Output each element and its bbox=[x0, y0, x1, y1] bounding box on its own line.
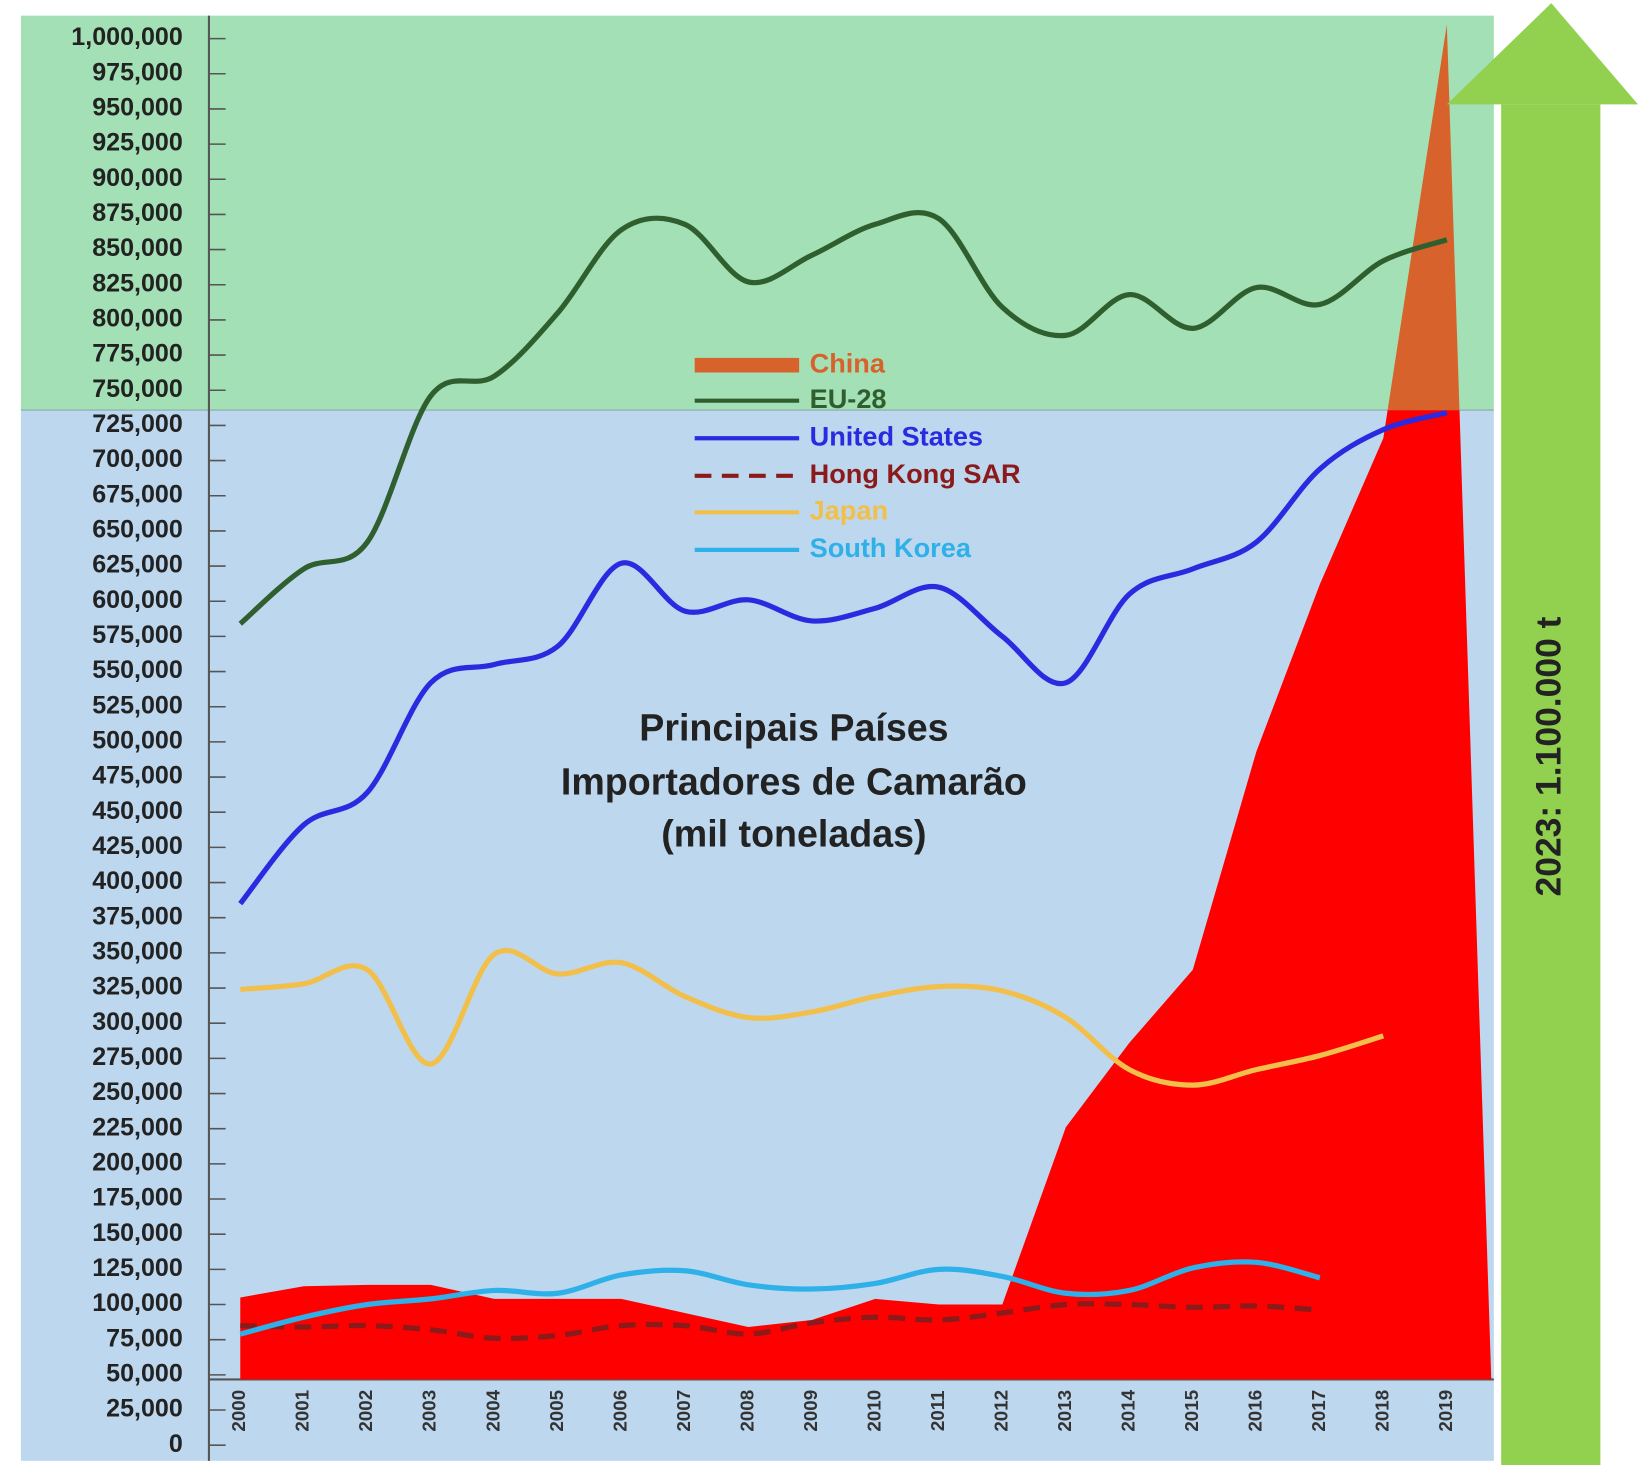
y-tick-label: 100,000 bbox=[92, 1289, 183, 1317]
x-tick-label: 2006 bbox=[609, 1390, 630, 1432]
x-tick-label: 2003 bbox=[419, 1390, 440, 1432]
chart-title-line: Principais Países bbox=[639, 706, 948, 748]
y-tick-label: 975,000 bbox=[92, 58, 183, 86]
y-tick-label: 300,000 bbox=[92, 1008, 183, 1036]
annotation: 2023: 1.100.000 t bbox=[1529, 616, 1569, 896]
y-tick-label: 825,000 bbox=[92, 269, 183, 297]
y-tick-label: 575,000 bbox=[92, 621, 183, 649]
legend-label: EU-28 bbox=[810, 383, 887, 414]
y-tick-label: 650,000 bbox=[92, 516, 183, 544]
legend-label: South Korea bbox=[810, 532, 972, 563]
upper-band bbox=[20, 15, 1494, 411]
x-tick-label: 2015 bbox=[1181, 1390, 1202, 1432]
y-tick-label: 675,000 bbox=[92, 480, 183, 508]
marks bbox=[238, 24, 1492, 1380]
y-tick-label: 375,000 bbox=[92, 902, 183, 930]
x-tick-label: 2000 bbox=[228, 1390, 249, 1432]
y-tick-label: 550,000 bbox=[92, 656, 183, 684]
x-tick-label: 2017 bbox=[1308, 1390, 1329, 1432]
y-tick-label: 450,000 bbox=[92, 797, 183, 825]
y-tick-label: 250,000 bbox=[92, 1078, 183, 1106]
y-tick-label: 275,000 bbox=[92, 1043, 183, 1071]
line bbox=[240, 1301, 1320, 1342]
legend-swatch bbox=[694, 357, 800, 373]
y-tick-label: 225,000 bbox=[92, 1113, 183, 1141]
x-tick-label: 2013 bbox=[1054, 1390, 1075, 1432]
y-tick-label: 200,000 bbox=[92, 1148, 183, 1176]
y-tick-label: 900,000 bbox=[92, 164, 183, 192]
y-tick-label: 500,000 bbox=[92, 727, 183, 755]
line bbox=[239, 1259, 1321, 1337]
y-tick-label: 700,000 bbox=[92, 445, 183, 473]
x-tick-label: 2010 bbox=[863, 1390, 884, 1432]
area-lower bbox=[240, 410, 1492, 1380]
y-tick-label: 850,000 bbox=[92, 234, 183, 262]
legend-label: Japan bbox=[810, 495, 888, 526]
arrow-head bbox=[1446, 3, 1638, 105]
legend-label: China bbox=[810, 347, 886, 378]
y-tick-label: 800,000 bbox=[92, 305, 183, 333]
y-tick-label: 725,000 bbox=[92, 410, 183, 438]
y-tick-label: 750,000 bbox=[92, 375, 183, 403]
y-tick-label: 0 bbox=[169, 1430, 183, 1458]
x-tick-label: 2008 bbox=[736, 1390, 757, 1432]
y-tick-label: 600,000 bbox=[92, 586, 183, 614]
area-upper bbox=[1387, 24, 1460, 411]
y-tick-label: 950,000 bbox=[92, 94, 183, 122]
y-tick-label: 425,000 bbox=[92, 832, 183, 860]
y-tick-label: 875,000 bbox=[92, 199, 183, 227]
y-tick-label: 125,000 bbox=[92, 1254, 183, 1282]
legend-label: Hong Kong SAR bbox=[810, 458, 1021, 489]
y-tick-label: 75,000 bbox=[106, 1324, 183, 1352]
x-tick-label: 2012 bbox=[990, 1390, 1011, 1432]
x-tick-label: 2018 bbox=[1371, 1390, 1392, 1432]
y-tick-label: 325,000 bbox=[92, 973, 183, 1001]
legend-label: United States bbox=[810, 420, 983, 451]
legend: China EU-28 United States Hong Kong SAR Japa… bbox=[694, 347, 1021, 563]
y-tick-label: 350,000 bbox=[92, 938, 183, 966]
x-tick-label: 2007 bbox=[673, 1390, 694, 1432]
y-tick-label: 50,000 bbox=[106, 1359, 183, 1387]
x-tick-label: 2019 bbox=[1435, 1390, 1456, 1432]
y-tick-label: 400,000 bbox=[92, 867, 183, 895]
y-tick-label: 475,000 bbox=[92, 762, 183, 790]
x-tick-label: 2009 bbox=[800, 1390, 821, 1432]
x-tick-label: 2002 bbox=[355, 1390, 376, 1432]
y-tick-label: 1,000,000 bbox=[71, 23, 183, 51]
y-tick-label: 525,000 bbox=[92, 691, 183, 719]
x-tick-label: 2014 bbox=[1117, 1389, 1138, 1431]
arrow-shaft bbox=[1501, 104, 1601, 1465]
line bbox=[238, 410, 1448, 906]
x-tick-label: 2011 bbox=[927, 1390, 948, 1431]
line bbox=[238, 210, 1448, 626]
y-tick-label: 625,000 bbox=[92, 551, 183, 579]
y-tick-label: 150,000 bbox=[92, 1219, 183, 1247]
x-tick-label: 2004 bbox=[482, 1389, 503, 1431]
x-tick-label: 2005 bbox=[546, 1390, 567, 1432]
x-tick-label: 2001 bbox=[292, 1390, 313, 1432]
y-tick-label: 775,000 bbox=[92, 340, 183, 368]
y-tick-label: 25,000 bbox=[106, 1395, 183, 1423]
chart-title-line: Importadores de Camarão bbox=[561, 761, 1027, 803]
chart-title-line: (mil toneladas) bbox=[661, 813, 926, 855]
x-tick-label: 2016 bbox=[1244, 1390, 1265, 1432]
line bbox=[240, 947, 1385, 1088]
y-tick-label: 175,000 bbox=[92, 1184, 183, 1212]
y-tick-label: 925,000 bbox=[92, 129, 183, 157]
